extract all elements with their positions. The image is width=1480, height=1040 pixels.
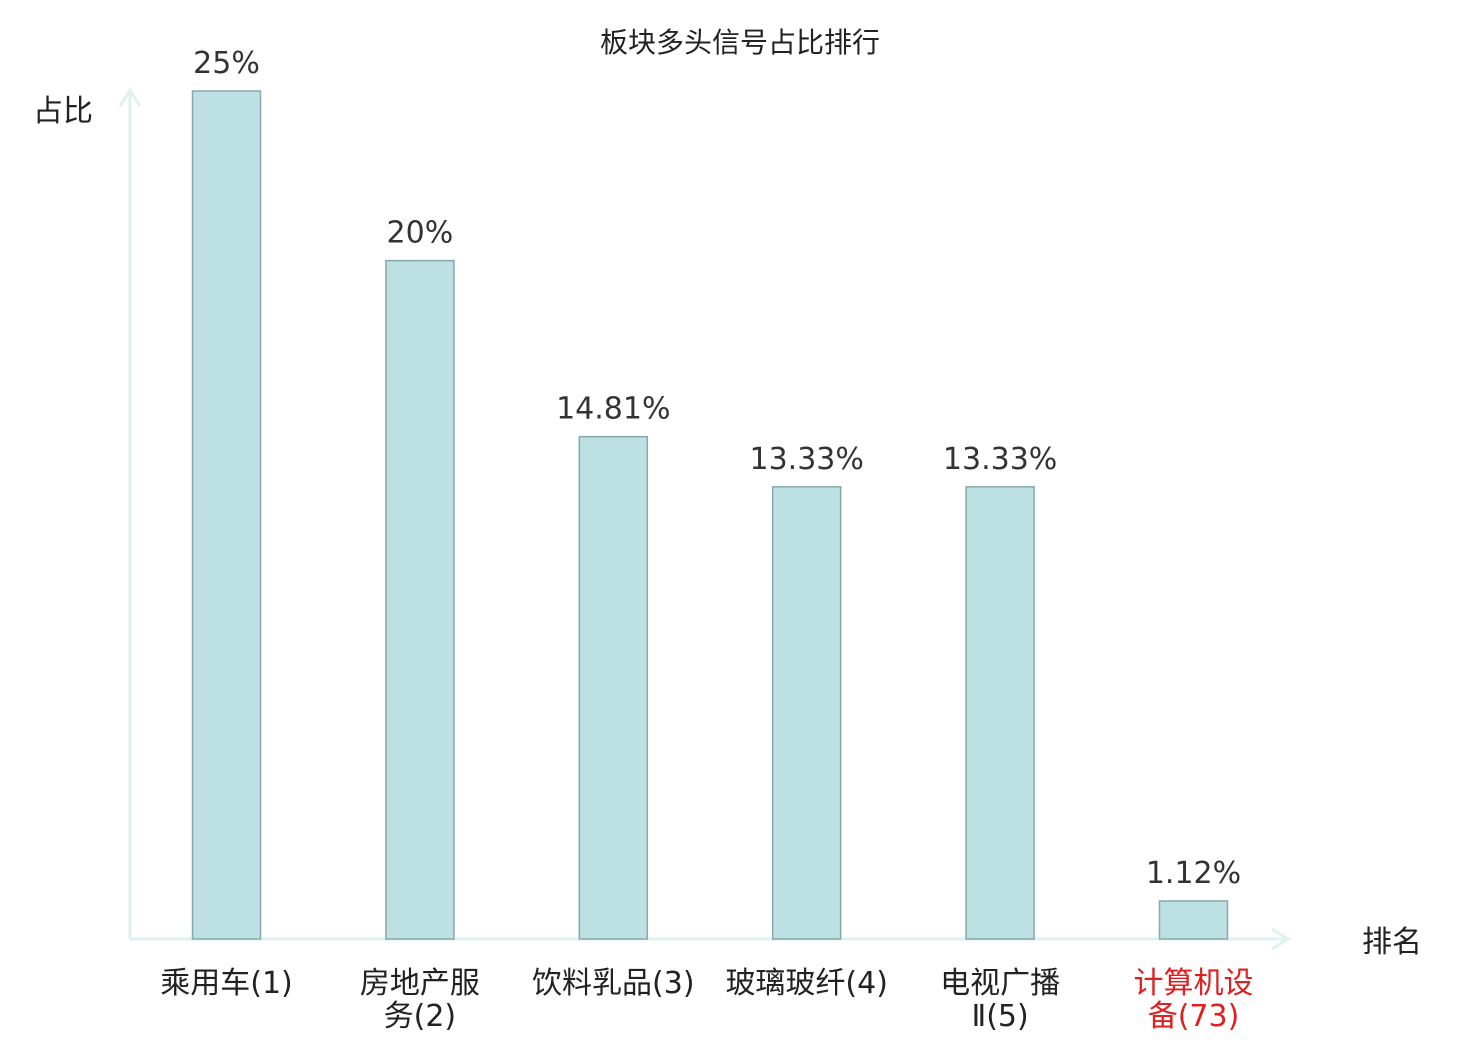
x-tick-label: 玻璃玻纤(4) [725, 966, 888, 1001]
bar [385, 259, 455, 940]
value-label: 13.33% [943, 442, 1057, 477]
x-tick-label: 乘用车(1) [160, 966, 293, 1001]
y-axis-label: 占比 [33, 94, 93, 129]
x-tick-label: 务(2) [384, 999, 457, 1034]
bar [1158, 900, 1229, 940]
value-label: 14.81% [556, 392, 670, 427]
bar [965, 486, 1035, 940]
x-tick-label: 房地产服 [360, 966, 480, 1001]
bar [578, 435, 649, 940]
x-axis-label: 排名 [1362, 925, 1422, 960]
value-label: 25% [193, 46, 260, 81]
x-tick-label: 电视广播 [940, 966, 1060, 1001]
x-axis-arrow [1271, 927, 1291, 951]
x-tick-label: 饮料乳品(3) [532, 966, 695, 1001]
value-label: 1.12% [1146, 856, 1241, 891]
value-label: 13.33% [750, 442, 864, 477]
bar [191, 90, 262, 940]
x-tick-label: 计算机设 [1134, 966, 1254, 1001]
bar [771, 486, 842, 940]
value-label: 20% [387, 216, 454, 251]
x-tick-label: 备(73) [1148, 999, 1240, 1034]
x-tick-label: Ⅱ(5) [971, 999, 1028, 1034]
axes [118, 87, 1291, 951]
y-axis-arrow [118, 87, 142, 107]
chart-title: 板块多头信号占比排行 [600, 26, 880, 59]
